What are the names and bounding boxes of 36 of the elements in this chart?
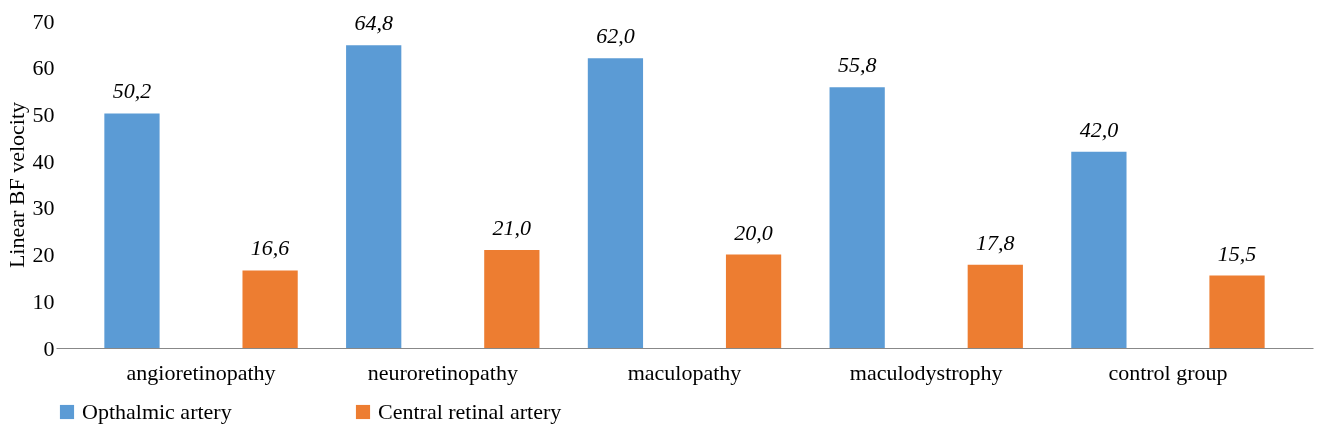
y-tick-label: 30 bbox=[32, 195, 55, 221]
bar bbox=[725, 254, 782, 348]
bar bbox=[829, 87, 885, 348]
x-tick-label: angioretinopathy bbox=[126, 359, 276, 385]
data-label: 21,0 bbox=[492, 214, 532, 240]
data-label: 42,0 bbox=[1079, 116, 1119, 142]
bar bbox=[484, 249, 540, 348]
bar bbox=[346, 45, 402, 348]
y-tick-label: 20 bbox=[32, 242, 55, 268]
y-tick-label: 50 bbox=[32, 101, 55, 127]
data-label: 17,8 bbox=[976, 229, 1015, 255]
data-label: 62,0 bbox=[596, 23, 635, 49]
data-label: 20,0 bbox=[734, 219, 773, 245]
y-tick-label: 70 bbox=[32, 8, 55, 34]
data-label: 16,6 bbox=[250, 235, 290, 261]
bar bbox=[242, 270, 298, 348]
x-tick-label: neuroretinopathy bbox=[367, 359, 518, 385]
legend-label: Opthalmic artery bbox=[82, 399, 232, 424]
data-label: 50,2 bbox=[112, 78, 152, 104]
x-tick-label: control group bbox=[1108, 359, 1228, 385]
bar bbox=[1209, 275, 1265, 348]
x-tick-label: maculopathy bbox=[627, 359, 742, 385]
bar bbox=[104, 113, 160, 348]
legend-label: Central retinal artery bbox=[378, 399, 562, 424]
bar bbox=[1071, 151, 1127, 348]
y-tick-label: 60 bbox=[32, 55, 55, 81]
y-axis-title: Linear BF velocity bbox=[3, 101, 29, 269]
bar bbox=[967, 264, 1023, 348]
y-tick-label: 0 bbox=[43, 335, 55, 361]
data-label: 15,5 bbox=[1217, 240, 1257, 266]
data-label: 55,8 bbox=[837, 52, 877, 78]
y-tick-label: 10 bbox=[32, 288, 55, 314]
y-tick-label: 40 bbox=[32, 148, 55, 174]
bar bbox=[587, 58, 644, 348]
x-tick-label: maculodystrophy bbox=[849, 359, 1003, 385]
data-label: 64,8 bbox=[354, 10, 393, 36]
